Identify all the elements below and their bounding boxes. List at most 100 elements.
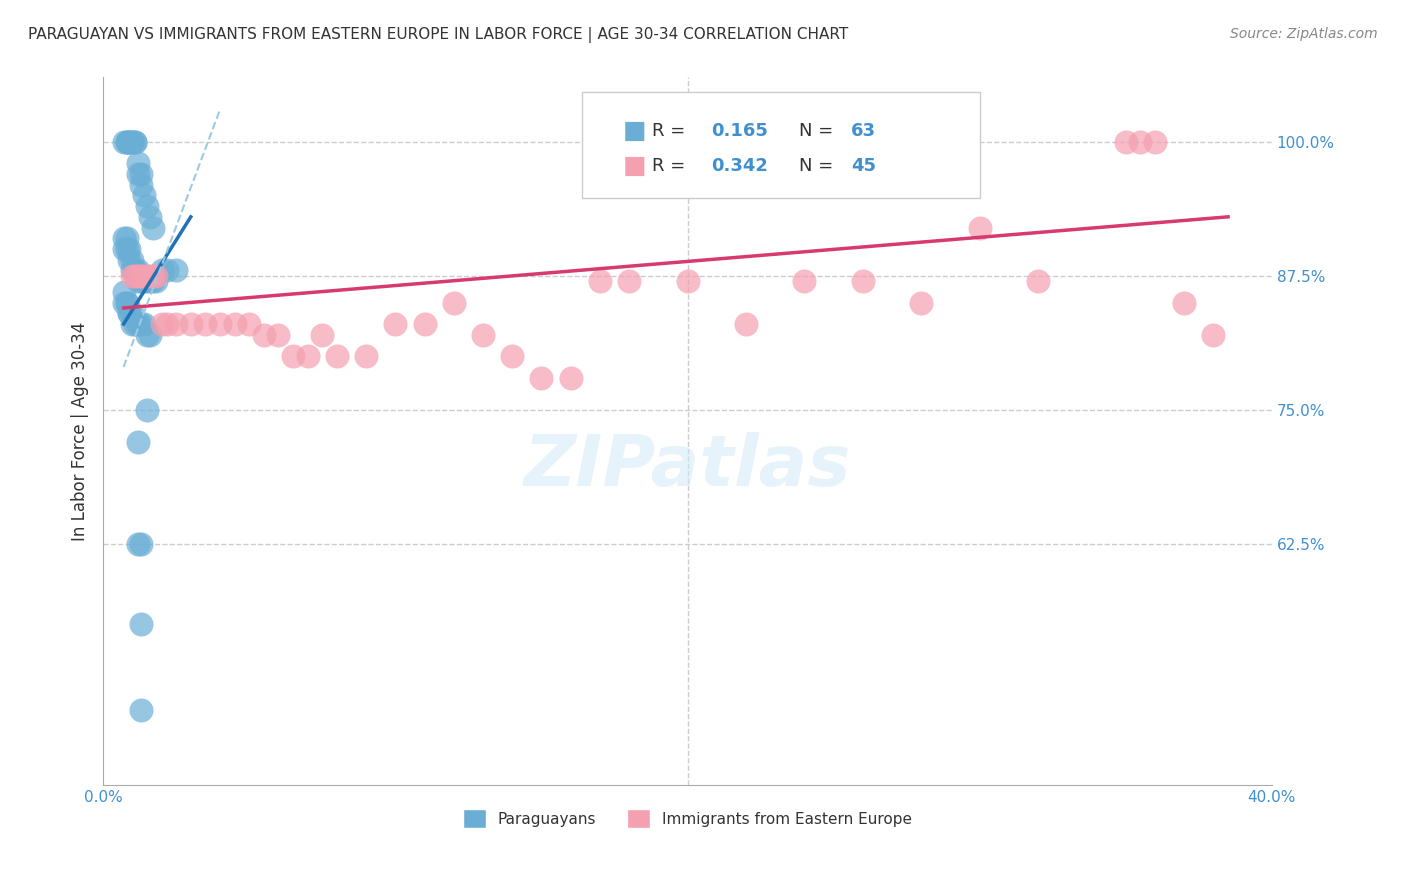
Point: [142, 274, 165, 288]
Point: [121, 135, 143, 149]
Point: [326, 349, 349, 363]
Point: [139, 327, 162, 342]
Point: [589, 274, 612, 288]
Point: [384, 317, 406, 331]
Point: [145, 268, 167, 283]
Point: [224, 317, 246, 331]
Point: [129, 703, 152, 717]
Text: ■: ■: [623, 154, 647, 178]
FancyBboxPatch shape: [582, 92, 980, 198]
Text: ■: ■: [623, 119, 647, 143]
Text: 63: 63: [851, 121, 876, 139]
Point: [793, 274, 815, 288]
Point: [136, 268, 159, 283]
Point: [115, 242, 138, 256]
Point: [112, 231, 135, 245]
Point: [118, 242, 141, 256]
Point: [127, 274, 149, 288]
Text: 0.342: 0.342: [711, 157, 768, 175]
Point: [127, 537, 149, 551]
Point: [132, 268, 155, 283]
Text: R =: R =: [652, 121, 692, 139]
Point: [139, 210, 162, 224]
Point: [127, 435, 149, 450]
Point: [124, 317, 146, 331]
Point: [118, 135, 141, 149]
Point: [165, 317, 187, 331]
Point: [115, 135, 138, 149]
Text: 0.165: 0.165: [711, 121, 768, 139]
Point: [297, 349, 319, 363]
Point: [194, 317, 217, 331]
Point: [115, 135, 138, 149]
Point: [354, 349, 377, 363]
Point: [208, 317, 231, 331]
Point: [132, 188, 155, 202]
Point: [129, 268, 152, 283]
Point: [676, 274, 699, 288]
Point: [1129, 135, 1152, 149]
Point: [118, 252, 141, 267]
Point: [112, 242, 135, 256]
Point: [852, 274, 875, 288]
Point: [145, 274, 167, 288]
Point: [121, 306, 143, 320]
Point: [281, 349, 304, 363]
Point: [136, 402, 159, 417]
Point: [129, 274, 152, 288]
Point: [180, 317, 202, 331]
Text: R =: R =: [652, 157, 692, 175]
Point: [139, 274, 162, 288]
Point: [121, 317, 143, 331]
Point: [150, 317, 173, 331]
Point: [132, 274, 155, 288]
Point: [165, 263, 187, 277]
Point: [156, 263, 179, 277]
Point: [150, 263, 173, 277]
Point: [127, 263, 149, 277]
Point: [129, 178, 152, 192]
Point: [501, 349, 523, 363]
Point: [129, 537, 152, 551]
Point: [136, 199, 159, 213]
Text: Source: ZipAtlas.com: Source: ZipAtlas.com: [1230, 27, 1378, 41]
Point: [136, 274, 159, 288]
Point: [136, 327, 159, 342]
Point: [118, 306, 141, 320]
Point: [129, 167, 152, 181]
Point: [129, 617, 152, 632]
Legend: Paraguayans, Immigrants from Eastern Europe: Paraguayans, Immigrants from Eastern Eur…: [457, 803, 918, 834]
Point: [253, 327, 276, 342]
Point: [969, 220, 991, 235]
Point: [124, 135, 146, 149]
Point: [127, 156, 149, 170]
Point: [560, 370, 582, 384]
Point: [121, 263, 143, 277]
Point: [139, 268, 162, 283]
Point: [127, 167, 149, 181]
Point: [910, 295, 932, 310]
Point: [735, 317, 758, 331]
Point: [121, 268, 143, 283]
Point: [129, 317, 152, 331]
Text: PARAGUAYAN VS IMMIGRANTS FROM EASTERN EUROPE IN LABOR FORCE | AGE 30-34 CORRELAT: PARAGUAYAN VS IMMIGRANTS FROM EASTERN EU…: [28, 27, 848, 43]
Text: N =: N =: [799, 121, 838, 139]
Point: [1115, 135, 1137, 149]
Point: [118, 306, 141, 320]
Y-axis label: In Labor Force | Age 30-34: In Labor Force | Age 30-34: [72, 322, 89, 541]
Point: [156, 317, 179, 331]
Point: [530, 370, 553, 384]
Text: 45: 45: [851, 157, 876, 175]
Point: [1026, 274, 1049, 288]
Point: [112, 135, 135, 149]
Point: [142, 220, 165, 235]
Point: [124, 268, 146, 283]
Point: [267, 327, 290, 342]
Point: [127, 268, 149, 283]
Point: [1173, 295, 1195, 310]
Point: [617, 274, 640, 288]
Point: [238, 317, 260, 331]
Text: ZIPatlas: ZIPatlas: [524, 432, 851, 501]
Text: N =: N =: [799, 157, 838, 175]
Point: [472, 327, 495, 342]
